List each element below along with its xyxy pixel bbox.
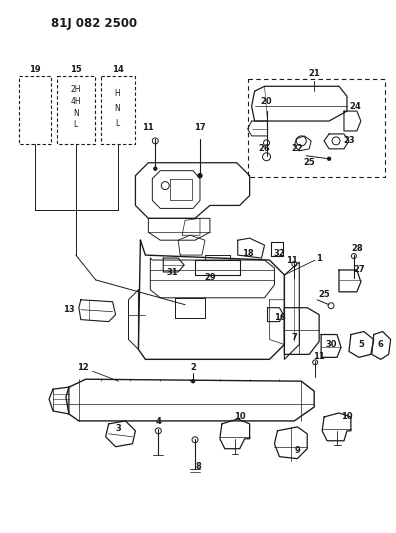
Text: 17: 17 <box>194 124 206 133</box>
Text: H: H <box>115 88 120 98</box>
Text: 22: 22 <box>291 144 303 154</box>
Text: 7: 7 <box>291 333 297 342</box>
Text: N: N <box>115 103 120 112</box>
Text: L: L <box>116 118 120 127</box>
Circle shape <box>192 379 194 383</box>
Text: 2: 2 <box>190 363 196 372</box>
Text: 18: 18 <box>242 248 253 257</box>
Text: 27: 27 <box>353 265 365 274</box>
Text: 25: 25 <box>303 158 315 167</box>
Text: 11: 11 <box>313 352 325 361</box>
Circle shape <box>154 167 157 170</box>
Text: 4H: 4H <box>70 96 81 106</box>
Text: 28: 28 <box>351 244 363 253</box>
Text: 24: 24 <box>349 102 361 111</box>
Text: 13: 13 <box>63 305 75 314</box>
Text: 12: 12 <box>77 363 89 372</box>
Text: 10: 10 <box>234 413 246 422</box>
Text: 21: 21 <box>308 69 320 78</box>
Text: L: L <box>74 120 78 130</box>
Circle shape <box>198 174 202 177</box>
Text: 10: 10 <box>341 413 353 422</box>
Text: 16: 16 <box>274 313 285 322</box>
Text: 1: 1 <box>316 254 322 263</box>
Text: 26: 26 <box>259 144 270 154</box>
Text: 11: 11 <box>286 255 298 264</box>
Text: 15: 15 <box>70 65 82 74</box>
Bar <box>248 79 385 176</box>
Text: 2H: 2H <box>70 85 81 94</box>
Text: 29: 29 <box>204 273 216 282</box>
Text: 23: 23 <box>343 136 355 146</box>
Text: 14: 14 <box>112 65 124 74</box>
Bar <box>101 76 135 144</box>
Text: 25: 25 <box>318 290 330 300</box>
Bar <box>19 76 51 144</box>
Text: 31: 31 <box>166 269 178 278</box>
Text: 30: 30 <box>325 340 337 349</box>
Text: 20: 20 <box>261 96 272 106</box>
Bar <box>57 76 95 144</box>
Text: 3: 3 <box>116 424 122 433</box>
Text: 9: 9 <box>294 446 300 455</box>
Text: 81J 082 2500: 81J 082 2500 <box>51 17 137 30</box>
Text: N: N <box>73 109 79 118</box>
Text: 6: 6 <box>378 340 384 349</box>
Text: 19: 19 <box>29 65 41 74</box>
Text: 11: 11 <box>143 124 154 133</box>
Text: 8: 8 <box>195 462 201 471</box>
Text: 32: 32 <box>274 248 285 257</box>
Text: 4: 4 <box>155 417 161 426</box>
Text: 5: 5 <box>358 340 364 349</box>
Circle shape <box>327 157 331 160</box>
